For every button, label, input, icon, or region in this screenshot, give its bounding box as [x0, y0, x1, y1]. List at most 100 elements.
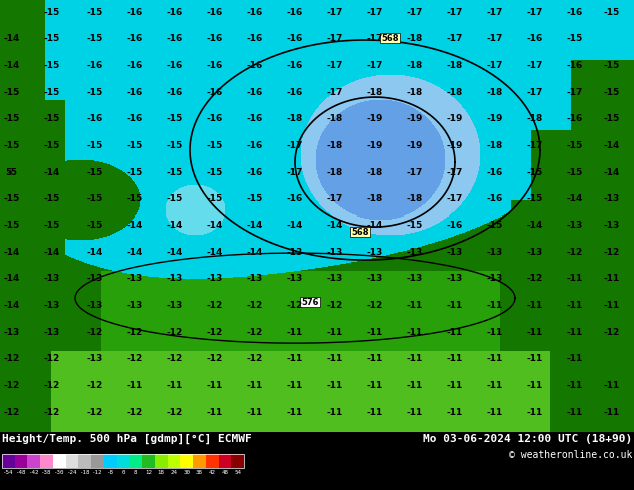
- Text: -18: -18: [287, 114, 303, 122]
- Text: -11: -11: [527, 328, 543, 337]
- Text: -19: -19: [487, 114, 503, 122]
- Text: -16: -16: [207, 7, 223, 17]
- Text: -11: -11: [527, 301, 543, 310]
- Text: -11: -11: [327, 408, 343, 416]
- Text: -15: -15: [87, 168, 103, 176]
- Text: -15: -15: [44, 61, 60, 70]
- Text: 54: 54: [234, 469, 241, 474]
- Text: -13: -13: [87, 273, 103, 283]
- Bar: [2, 454, 244, 468]
- Text: -16: -16: [247, 61, 263, 70]
- Text: -15: -15: [44, 7, 60, 17]
- Text: -14: -14: [127, 247, 143, 257]
- Text: -11: -11: [604, 301, 620, 310]
- Text: 42: 42: [209, 469, 216, 474]
- Text: -11: -11: [447, 381, 463, 390]
- Text: -15: -15: [604, 88, 620, 97]
- Text: -13: -13: [247, 273, 263, 283]
- Text: 12: 12: [145, 469, 152, 474]
- Text: -14: -14: [567, 194, 583, 202]
- Text: -15: -15: [4, 141, 20, 149]
- Text: -12: -12: [604, 247, 620, 257]
- Text: -14: -14: [4, 273, 20, 283]
- Text: -15: -15: [87, 33, 103, 43]
- Text: -11: -11: [567, 273, 583, 283]
- Text: -14: -14: [127, 220, 143, 230]
- Text: -11: -11: [407, 328, 423, 337]
- Text: -15: -15: [604, 61, 620, 70]
- Text: -11: -11: [287, 328, 303, 337]
- Bar: [53, 454, 66, 468]
- Text: -18: -18: [327, 114, 343, 122]
- Text: -12: -12: [567, 247, 583, 257]
- Text: -13: -13: [44, 328, 60, 337]
- Text: -15: -15: [4, 114, 20, 122]
- Text: -48: -48: [16, 469, 27, 474]
- Text: Mo 03-06-2024 12:00 UTC (18+90): Mo 03-06-2024 12:00 UTC (18+90): [423, 434, 632, 444]
- Text: -15: -15: [567, 141, 583, 149]
- Text: -42: -42: [29, 469, 39, 474]
- Text: -15: -15: [4, 194, 20, 202]
- Text: -15: -15: [4, 88, 20, 97]
- Text: -14: -14: [247, 220, 263, 230]
- Text: -11: -11: [487, 301, 503, 310]
- Text: -16: -16: [127, 114, 143, 122]
- Text: -15: -15: [44, 220, 60, 230]
- Text: -14: -14: [4, 301, 20, 310]
- Text: -16: -16: [247, 7, 263, 17]
- Text: -15: -15: [44, 194, 60, 202]
- Text: -13: -13: [407, 247, 423, 257]
- Text: -12: -12: [44, 354, 60, 363]
- Text: -14: -14: [527, 220, 543, 230]
- Text: -17: -17: [367, 61, 383, 70]
- Text: 568: 568: [381, 33, 399, 43]
- Text: -13: -13: [447, 247, 463, 257]
- Bar: [15, 454, 27, 468]
- Text: -18: -18: [367, 168, 383, 176]
- Text: -15: -15: [167, 114, 183, 122]
- Text: -16: -16: [127, 7, 143, 17]
- Text: -14: -14: [4, 247, 20, 257]
- Text: -15: -15: [527, 194, 543, 202]
- Text: -13: -13: [327, 247, 343, 257]
- Text: -24: -24: [67, 469, 77, 474]
- Text: -11: -11: [207, 408, 223, 416]
- Text: -13: -13: [87, 354, 103, 363]
- Text: -38: -38: [41, 469, 52, 474]
- Text: -13: -13: [44, 273, 60, 283]
- Bar: [104, 454, 117, 468]
- Text: -12: -12: [87, 381, 103, 390]
- Text: -14: -14: [604, 141, 620, 149]
- Text: -15: -15: [567, 33, 583, 43]
- Bar: [167, 454, 180, 468]
- Text: -15: -15: [247, 194, 263, 202]
- Text: -15: -15: [4, 220, 20, 230]
- Text: -16: -16: [247, 168, 263, 176]
- Text: -17: -17: [527, 61, 543, 70]
- Text: -15: -15: [44, 88, 60, 97]
- Text: -11: -11: [327, 328, 343, 337]
- Text: -15: -15: [87, 88, 103, 97]
- Text: -16: -16: [87, 61, 103, 70]
- Text: -16: -16: [87, 114, 103, 122]
- Text: -11: -11: [407, 354, 423, 363]
- Text: -12: -12: [207, 301, 223, 310]
- Text: -11: -11: [567, 328, 583, 337]
- Text: -15: -15: [127, 194, 143, 202]
- Text: -11: -11: [567, 408, 583, 416]
- Text: -16: -16: [287, 33, 303, 43]
- Text: -18: -18: [367, 88, 383, 97]
- Text: -11: -11: [367, 408, 383, 416]
- Text: 18: 18: [158, 469, 165, 474]
- Text: -16: -16: [207, 114, 223, 122]
- Text: -11: -11: [447, 328, 463, 337]
- Text: -16: -16: [287, 7, 303, 17]
- Text: -18: -18: [407, 88, 423, 97]
- Text: -14: -14: [44, 247, 60, 257]
- Text: -11: -11: [487, 381, 503, 390]
- Text: -15: -15: [87, 7, 103, 17]
- Text: -18: -18: [447, 61, 463, 70]
- Text: -19: -19: [367, 114, 383, 122]
- Text: -11: -11: [407, 381, 423, 390]
- Text: -16: -16: [167, 7, 183, 17]
